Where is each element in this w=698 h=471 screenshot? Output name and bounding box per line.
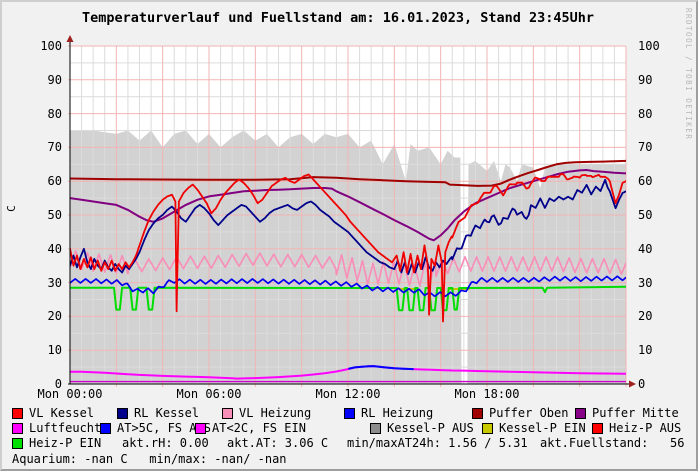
y-tick-label-right: 90 — [638, 72, 653, 87]
y-tick-label-left: 80 — [47, 106, 62, 121]
legend-label: Heiz-P AUS — [609, 421, 682, 435]
series-heiz-p-ein — [70, 285, 626, 312]
legend-swatch-puffer-mitte — [575, 408, 586, 419]
legend-item-rl-kessel: RL Kessel — [117, 407, 199, 420]
legend-item-vl-kessel: VL Kessel — [12, 407, 94, 420]
legend-swatch-vl-kessel — [12, 408, 23, 419]
series-at-5c-fs-aus — [348, 365, 414, 371]
x-tick-label: Mon 00:00 — [37, 387, 103, 401]
legend-row: Aquarium: -nan C min/max: -nan/ -nan — [2, 452, 696, 467]
y-tick-label-right: 100 — [638, 39, 660, 53]
legend-swatch-heiz-p-aus — [592, 423, 603, 434]
legend-item-vl-heizung: VL Heizung — [222, 407, 311, 420]
series-vl-heizung — [70, 250, 626, 287]
legend-swatch-puffer-oben — [472, 408, 483, 419]
y-tick-label-left: 40 — [47, 241, 62, 256]
legend-label: VL Kessel — [29, 406, 95, 420]
line-series-layer — [70, 159, 626, 383]
y-tick-label-left: 90 — [47, 72, 62, 87]
series-rl-kessel — [70, 178, 626, 276]
x-tick-label: Mon 12:00 — [315, 387, 381, 401]
series-puffer-oben — [70, 159, 626, 187]
x-tick-label: Mon 18:00 — [454, 387, 520, 401]
legend-label: VL Heizung — [239, 406, 312, 420]
y-tick-label-right: 60 — [638, 174, 653, 189]
stat-text-aquarium: Aquarium: -nan C min/max: -nan/ -nan — [12, 452, 287, 466]
y-tick-label-right: 80 — [638, 106, 653, 121]
y-tick-label-left: 20 — [47, 309, 62, 324]
legend-swatch-vl-heizung — [222, 408, 233, 419]
stat-text: akt.Fuellstand: 56 — [540, 436, 685, 450]
y-tick-label-right: 50 — [638, 208, 653, 222]
legend-swatch-kessel-p-aus — [370, 423, 381, 434]
y-tick-label-right: 10 — [638, 343, 653, 358]
page-title: Temperaturverlauf und Fuellstand am: 16.… — [81, 10, 595, 26]
y-tick-label-right: 0 — [638, 377, 646, 391]
gridlines — [68, 45, 627, 387]
legend-row: VL Kessel RL Kessel VL Heizung RL Heizung Pu… — [2, 407, 696, 421]
legend-swatch-rl-heizung — [344, 408, 355, 419]
y-tick-label-right: 20 — [638, 309, 653, 324]
rrdtool-watermark: RRDTOOL / TOBI OETIKER — [684, 8, 693, 141]
y-tick-label-left: 30 — [47, 275, 62, 290]
legend-item-luftfeuchte: Luftfeuchte — [12, 422, 108, 435]
y-tick-label-left: 10 — [47, 343, 62, 358]
chart-plot — [66, 35, 636, 388]
series-rl-heizung — [70, 275, 626, 298]
legend-swatch-rl-kessel — [117, 408, 128, 419]
y-axis-arrow-icon — [66, 35, 74, 42]
y-tick-label-left: 50 — [47, 208, 62, 222]
legend-label: Kessel-P EIN — [499, 421, 586, 435]
stat-text: akt.rH: 0.00 — [122, 436, 209, 450]
x-tick-label: Mon 06:00 — [176, 387, 242, 401]
legend-item-puffer-mitte: Puffer Mitte — [575, 407, 679, 420]
y-tick-label-left: 60 — [47, 174, 62, 189]
y-tick-label-right: 30 — [638, 275, 653, 290]
legend-label: AT<2C, FS EIN — [212, 421, 306, 435]
legend-item-puffer-oben: Puffer Oben — [472, 407, 568, 420]
legend-swatch-luftfeuchte — [12, 423, 23, 434]
legend-row: Heiz-P EIN akt.rH: 0.00 akt.AT: 3.06 C min/… — [2, 436, 696, 451]
legend-label: Kessel-P AUS — [387, 421, 474, 435]
series-vl-kessel — [70, 173, 626, 323]
legend-row: Luftfeuchte AT>5C, FS AUS AT<2C, FS EIN Kes… — [2, 422, 696, 436]
y-tick-label-right: 70 — [638, 140, 653, 155]
legend-swatch-kessel-p-ein — [482, 423, 493, 434]
legend-item-kessel-p-aus: Kessel-P AUS — [370, 422, 474, 435]
y-tick-label-left: 0 — [54, 377, 62, 391]
y-tick-label-left: 70 — [47, 140, 62, 155]
legend-swatch-at-5c-fs-aus — [100, 423, 111, 434]
legend-item-heiz-p-ein: Heiz-P EIN — [12, 437, 101, 450]
y-tick-label-left: 100 — [40, 39, 62, 53]
y-tick-label-right: 40 — [638, 241, 653, 256]
legend-label: Puffer Mitte — [592, 406, 679, 420]
legend-item-rl-heizung: RL Heizung — [344, 407, 433, 420]
legend-label: Heiz-P EIN — [29, 436, 102, 450]
legend-label: Puffer Oben — [489, 406, 569, 420]
x-axis-arrow-icon — [629, 380, 636, 388]
stat-text: akt.AT: 3.06 C — [227, 436, 329, 450]
legend-item-at-2c-fs-ein: AT<2C, FS EIN — [195, 422, 306, 435]
legend-swatch-at-2c-fs-ein — [195, 423, 206, 434]
legend-label: RL Heizung — [361, 406, 434, 420]
legend-label: RL Kessel — [134, 406, 200, 420]
legend-item-kessel-p-ein: Kessel-P EIN — [482, 422, 586, 435]
legend-swatch-heiz-p-ein — [12, 438, 23, 449]
legend-label: Luftfeuchte — [29, 421, 109, 435]
stat-text: min/maxAT24h: 1.56 / 5.31 — [347, 436, 528, 450]
legend-item-heiz-p-aus: Heiz-P AUS — [592, 422, 681, 435]
